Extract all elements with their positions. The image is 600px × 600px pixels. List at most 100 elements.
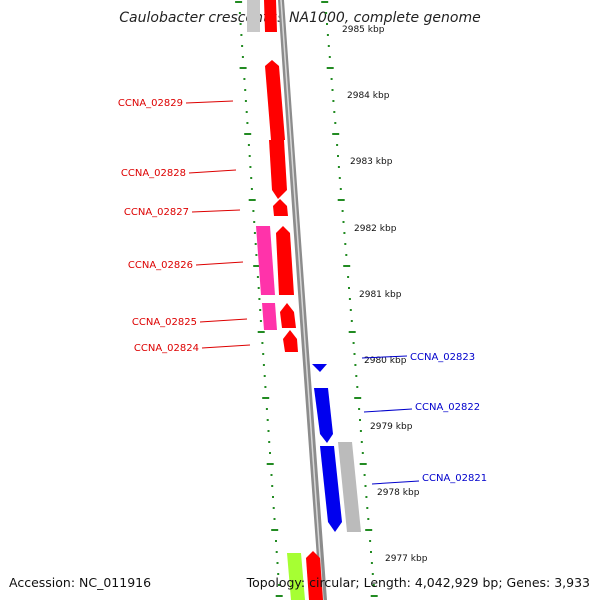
minor-tick [337,155,339,157]
major-tick [248,199,256,201]
minor-tick [349,309,352,311]
minor-tick [247,144,250,146]
minor-tick [370,551,372,553]
minor-tick [259,309,262,311]
minor-tick [255,254,258,256]
gene-arrow-ccna-02823 [312,364,327,372]
minor-tick [353,353,356,355]
minor-tick [273,518,276,520]
minor-tick [361,452,364,454]
minor-tick [270,474,273,476]
minor-tick [372,584,375,586]
accession-text: Accession: NC_011916 [9,575,152,590]
minor-tick [263,375,266,377]
scale-tick-label: 2979 kbp [370,422,413,432]
minor-tick [325,12,328,14]
major-tick [239,67,247,69]
minor-tick [331,89,334,91]
minor-tick [339,188,342,190]
gene-label-ccna-02826[interactable]: CCNA_02826 [128,260,193,271]
minor-tick [262,364,265,366]
minor-tick [253,221,256,223]
minor-tick [249,166,252,168]
gene-label-ccna-02828[interactable]: CCNA_02828 [121,168,186,179]
minor-tick [347,276,350,278]
outer-tick-ring [321,1,378,597]
major-tick [266,463,274,465]
minor-tick [326,23,328,25]
minor-tick [348,298,351,300]
inner-tick-ring [235,1,283,597]
minor-tick [238,12,241,14]
minor-tick [278,584,280,586]
minor-tick [352,342,355,344]
gene-arrow-ccna-02826-pink [256,226,275,295]
minor-tick [276,562,279,564]
minor-tick [272,496,274,498]
gene-arrow [264,0,277,32]
major-tick [332,133,340,135]
gene-arrow-ccna-02825-pink [262,303,277,330]
minor-tick [354,364,357,366]
minor-tick [250,177,253,179]
minor-tick [369,540,372,542]
minor-tick [257,287,260,289]
major-tick [321,1,329,3]
major-tick [370,595,378,597]
minor-tick [259,320,262,322]
gene-label-ccna-02824[interactable]: CCNA_02824 [134,343,199,354]
minor-tick [248,155,251,157]
map-title: Caulobacter crescentus NA1000, complete … [119,10,481,26]
minor-tick [364,485,367,487]
scale-tick-label: 2985 kbp [342,25,385,35]
major-tick [262,397,270,399]
gene-label-ccna-02827[interactable]: CCNA_02827 [124,207,189,218]
reverse-genes [312,364,361,532]
scale-tick-label: 2977 kbp [385,554,428,564]
minor-tick [367,518,370,520]
gene-label-ccna-02821[interactable]: CCNA_02821 [422,473,487,484]
scale-tick-label: 2981 kbp [359,290,402,300]
minor-tick [243,78,246,80]
minor-tick [275,551,278,553]
minor-tick [256,276,259,278]
minor-tick [358,408,361,410]
minor-tick [344,243,347,245]
left-gene-labels: CCNA_02829 CCNA_02828 CCNA_02827 CCNA_02… [118,98,251,354]
gene-label-ccna-02823[interactable]: CCNA_02823 [410,352,475,363]
major-tick [359,463,367,465]
minor-tick [363,474,366,476]
gene-label-ccna-02822[interactable]: CCNA_02822 [415,402,480,413]
minor-tick [268,441,271,443]
gene-label-ccna-02829[interactable]: CCNA_02829 [118,98,183,109]
minor-tick [365,496,368,498]
minor-tick [244,89,247,91]
scale-labels: 2985 kbp 2984 kbp 2983 kbp 2982 kbp 2981… [342,25,428,564]
major-tick [354,397,362,399]
gene-arrow-ccna-02821-grey [338,442,361,532]
minor-tick [359,430,362,432]
major-tick [257,331,265,333]
gene-arrow-ccna-02827 [273,199,288,216]
minor-tick [370,562,373,564]
gene-arrow [247,0,260,32]
major-tick [365,529,373,531]
gene-label-ccna-02825[interactable]: CCNA_02825 [132,317,197,328]
gene-arrow-ccna-02825 [280,303,296,328]
minor-tick [241,45,244,47]
minor-tick [262,353,265,355]
minor-tick [240,34,243,36]
major-tick [337,199,345,201]
gene-arrow-ccna-02824 [283,330,298,352]
minor-tick [337,166,340,168]
minor-tick [355,375,358,377]
minor-tick [328,56,331,58]
gene-arrow-ccna-02821 [320,446,342,532]
major-tick [275,595,283,597]
minor-tick [258,298,261,300]
major-tick [253,265,261,267]
minor-tick [366,507,369,509]
scale-tick-label: 2982 kbp [354,224,397,234]
scale-tick-label: 2984 kbp [347,91,390,101]
gene-arrow-ccna-02829 [265,60,285,140]
